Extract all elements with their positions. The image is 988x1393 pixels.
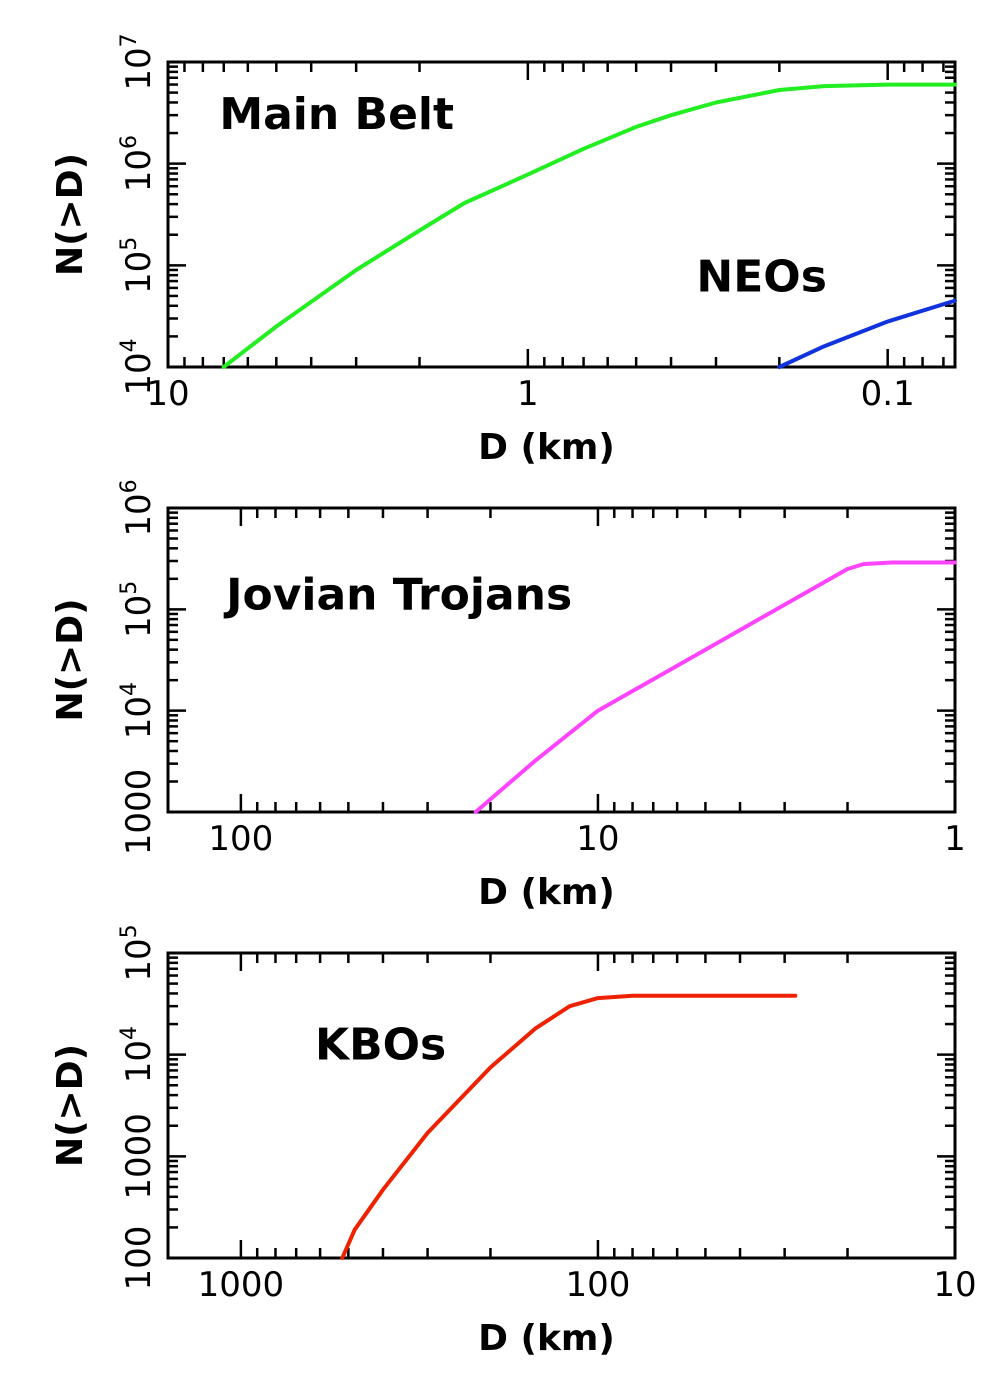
panel-main-belt: 10 1 0.1 104 105 106 107 D (km) N(>D) Main Belt NE… (50, 33, 957, 468)
x-axis-label: D (km) (478, 1318, 615, 1359)
y-axis-label: N(>D) (50, 598, 91, 721)
annotation-kbos: KBOs (315, 1019, 446, 1070)
annotation-main-belt: Main Belt (219, 89, 454, 140)
y-tick-label: 107 (117, 33, 159, 90)
y-tick-label: 104 (117, 338, 159, 395)
y-tick-label: 105 (117, 924, 159, 981)
y-tick-label: 1000 (119, 1113, 159, 1200)
x-tick-label: 1000 (198, 1265, 285, 1305)
x-tick-label: 1 (944, 819, 966, 859)
x-tick-label: 10 (576, 819, 619, 859)
x-tick-label: 1 (517, 374, 539, 414)
x-axis-label: D (km) (478, 872, 615, 913)
annotation-jovian-trojans: Jovian Trojans (223, 569, 572, 620)
plot-frame (166, 951, 957, 1260)
y-axis-label: N(>D) (50, 153, 91, 276)
panel-jovian-trojans: 100 10 1 1000 104 105 106 D (km) N(>D) Jovian Tro… (50, 479, 966, 913)
y-tick-label: 106 (117, 479, 159, 536)
series-line-main-belt (221, 82, 957, 369)
series-line-kbos (340, 993, 798, 1260)
x-tick-label: 100 (208, 819, 273, 859)
x-tick-label: 0.1 (861, 374, 915, 414)
series-line-neos (777, 298, 957, 369)
x-tick-label: 10 (146, 374, 189, 414)
y-axis-label: N(>D) (50, 1044, 91, 1167)
x-axis-label: D (km) (478, 427, 615, 468)
y-tick-label: 1000 (119, 769, 159, 856)
series-line-jovian-trojans (473, 560, 957, 814)
plot-frame (166, 506, 957, 814)
y-tick-label: 105 (117, 581, 159, 638)
y-tick-label: 105 (117, 237, 159, 294)
panel-kbos: 1000 100 10 100 1000 104 105 D (km) N(>D) KBOs (50, 924, 977, 1359)
annotation-neos: NEOs (696, 252, 826, 303)
x-tick-label: 100 (565, 1265, 630, 1305)
y-tick-label: 104 (117, 682, 159, 739)
y-tick-label: 100 (119, 1226, 159, 1291)
y-tick-label: 106 (117, 135, 159, 192)
y-tick-label: 104 (117, 1026, 159, 1083)
x-tick-label: 10 (933, 1265, 976, 1305)
